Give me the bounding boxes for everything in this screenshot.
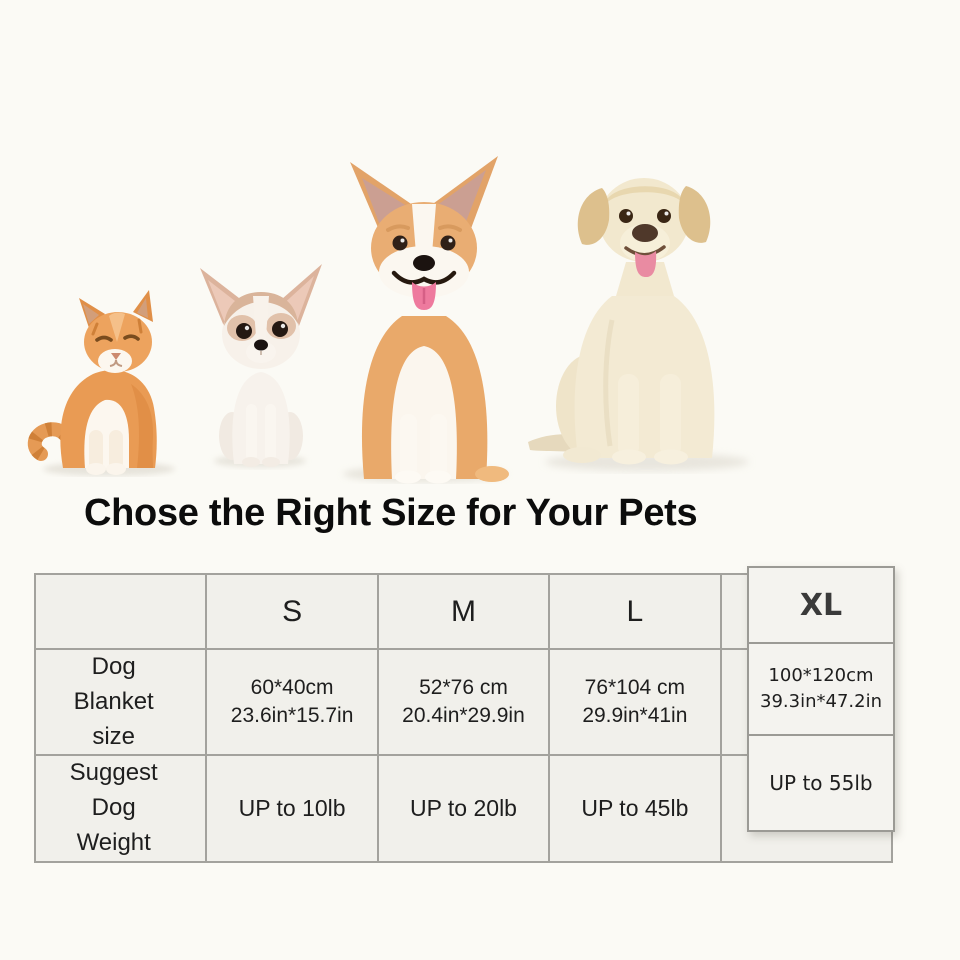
size-s-label: S bbox=[282, 594, 303, 628]
size-chart: S M L Dog Blanket size 60*40cm 23.6in*15… bbox=[33, 566, 895, 863]
weight-cell-s: UP to 10lb bbox=[205, 754, 379, 863]
weight-l-value: UP to 45lb bbox=[581, 795, 689, 822]
weight-cell-m: UP to 20lb bbox=[376, 754, 551, 863]
header-cell-l: L bbox=[548, 573, 722, 650]
weight-cell-l: UP to 45lb bbox=[548, 754, 722, 863]
blanket-cell-s: 60*40cm 23.6in*15.7in bbox=[205, 647, 379, 757]
header-cell-empty bbox=[33, 573, 208, 650]
blanket-xl-inch: 39.3in*47.2in bbox=[760, 691, 882, 712]
size-l-label: L bbox=[626, 594, 644, 628]
cat-image bbox=[27, 290, 175, 476]
labrador-image bbox=[528, 178, 749, 471]
page-title: Chose the Right Size for Your Pets bbox=[84, 492, 698, 534]
size-m-label: M bbox=[450, 594, 476, 628]
blanket-l-inch: 29.9in*41in bbox=[582, 704, 688, 728]
weight-xl-value: UP to 55lb bbox=[769, 771, 873, 795]
blanket-m-cm: 52*76 cm bbox=[419, 676, 508, 700]
blanket-l-cm: 76*104 cm bbox=[584, 676, 686, 700]
xl-column-overlay: XL 100*120cm 39.3in*47.2in UP to 55lb bbox=[747, 566, 895, 832]
header-cell-s: S bbox=[205, 573, 379, 650]
blanket-cell-l: 76*104 cm 29.9in*41in bbox=[548, 647, 722, 757]
blanket-xl-cm: 100*120cm bbox=[768, 664, 874, 686]
header-cell-m: M bbox=[376, 573, 551, 650]
blanket-s-cm: 60*40cm bbox=[250, 676, 334, 700]
weight-cell-xl: UP to 55lb bbox=[749, 736, 893, 830]
blanket-row-label: Dog Blanket size bbox=[33, 647, 208, 757]
corgi-image bbox=[343, 156, 509, 484]
weight-s-value: UP to 10lb bbox=[238, 795, 346, 822]
blanket-cell-m: 52*76 cm 20.4in*29.9in bbox=[376, 647, 551, 757]
blanket-cell-xl: 100*120cm 39.3in*47.2in bbox=[749, 644, 893, 736]
header-cell-xl: XL bbox=[749, 568, 893, 644]
chihuahua-image bbox=[200, 264, 322, 468]
blanket-s-inch: 23.6in*15.7in bbox=[230, 704, 354, 728]
weight-m-value: UP to 20lb bbox=[409, 795, 517, 822]
weight-row-label: Suggest Dog Weight bbox=[33, 754, 208, 863]
blanket-m-inch: 20.4in*29.9in bbox=[402, 704, 525, 728]
